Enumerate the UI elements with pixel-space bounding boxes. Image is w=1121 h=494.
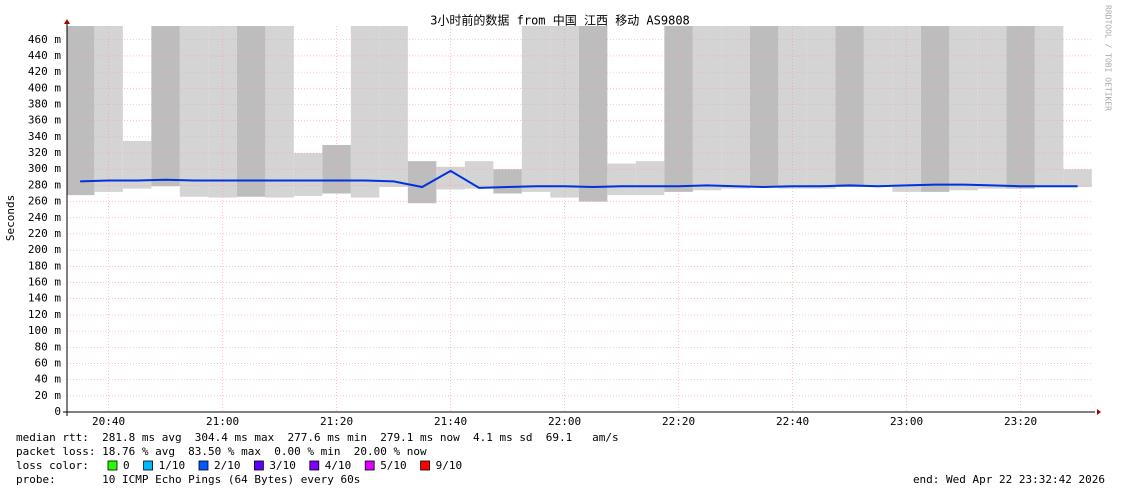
legend-swatch — [364, 460, 375, 471]
smoke-band — [749, 26, 779, 188]
median-line — [80, 169, 1078, 189]
y-tick-label: 400 m — [28, 81, 61, 94]
legend-swatch — [107, 460, 118, 471]
legend-label: 1/10 — [159, 459, 186, 472]
y-tick-label: 120 m — [28, 308, 61, 321]
smoke-band — [835, 26, 864, 188]
y-tick-label: 200 m — [28, 243, 61, 256]
y-axis-label: Seconds — [4, 195, 17, 241]
smoke-band — [293, 153, 323, 196]
y-tick-label: 20 m — [35, 389, 62, 402]
smoke-band — [236, 26, 266, 197]
smoke-band — [265, 26, 294, 198]
y-tick-label: 100 m — [28, 324, 61, 337]
y-tick-label: 360 m — [28, 114, 61, 127]
smoke-band — [578, 26, 608, 202]
y-tick-label: 40 m — [35, 373, 62, 386]
y-tick-label: 280 m — [28, 178, 61, 191]
y-tick-label: 240 m — [28, 211, 61, 224]
legend-swatch — [143, 460, 154, 471]
y-tick-label: 180 m — [28, 259, 61, 272]
legend-title: loss color: — [16, 459, 89, 472]
smoke-band — [350, 26, 380, 198]
x-tick-label: 21:00 — [206, 415, 239, 428]
smoke-band — [806, 26, 836, 189]
y-tick-label: 160 m — [28, 276, 61, 289]
smoke-band — [151, 26, 180, 187]
y-tick-label: 340 m — [28, 130, 61, 143]
legend-swatch — [253, 460, 264, 471]
y-tick-label: 320 m — [28, 146, 61, 159]
x-tick-label: 22:00 — [548, 415, 581, 428]
y-tick-label: 60 m — [35, 356, 62, 369]
x-axis-arrow — [1097, 409, 1101, 415]
smoke-band — [721, 26, 750, 189]
y-axis-arrow — [64, 19, 70, 24]
x-tick-label: 20:40 — [92, 415, 125, 428]
y-tick-label: 0 — [54, 405, 61, 418]
smoke-band — [436, 166, 465, 190]
smoke-band — [607, 163, 636, 196]
end-time: end: Wed Apr 22 23:32:42 2026 — [913, 473, 1105, 486]
legend-label: 5/10 — [380, 459, 407, 472]
legend-label: 0 — [123, 459, 130, 472]
y-tick-label: 220 m — [28, 227, 61, 240]
y-tick-label: 140 m — [28, 292, 61, 305]
x-tick-label: 22:40 — [776, 415, 809, 428]
x-tick-label: 21:20 — [320, 415, 353, 428]
smoke-band — [692, 26, 722, 191]
smoke-band — [550, 26, 579, 198]
y-tick-label: 300 m — [28, 162, 61, 175]
legend-swatch — [420, 460, 431, 471]
legend-label: 3/10 — [269, 459, 296, 472]
chart-title: 3小时前的数据 from 中国 江西 移动 AS9808 — [430, 13, 690, 28]
smoke-band — [493, 169, 522, 194]
legend-swatch — [198, 460, 209, 471]
smoke-band — [67, 26, 95, 196]
y-tick-label: 460 m — [28, 33, 61, 46]
smoke-band — [464, 161, 494, 189]
smoke-band — [208, 26, 237, 198]
plot-area: 0 20 m 40 m 60 m 80 m 100 m 120 m 140 m 160 m 180… — [28, 19, 1101, 472]
smoke-band — [863, 26, 893, 188]
y-tick-label: 380 m — [28, 97, 61, 110]
stats-line: packet loss: 18.76 % avg 83.50 % max 0.0… — [16, 445, 427, 458]
legend-label: 4/10 — [325, 459, 352, 472]
stats-line: median rtt: 281.8 ms avg 304.4 ms max 27… — [16, 431, 619, 444]
smoke-band — [379, 26, 408, 188]
y-tick-label: 80 m — [35, 340, 62, 353]
smoke-band — [977, 26, 1007, 189]
legend-label: 9/10 — [436, 459, 463, 472]
watermark: RRDTOOL / TOBI OETIKER — [1104, 5, 1113, 111]
smoke-band — [920, 26, 950, 192]
x-tick-label: 22:20 — [662, 415, 695, 428]
smoke-band — [635, 161, 665, 196]
x-tick-label: 21:40 — [434, 415, 467, 428]
x-tick-label: 23:00 — [890, 415, 923, 428]
smoke-band — [521, 26, 551, 192]
smoke-band — [949, 26, 978, 191]
smoke-band — [179, 26, 209, 197]
probe-line: probe: 10 ICMP Echo Pings (64 Bytes) eve… — [16, 473, 360, 486]
legend-label: 2/10 — [214, 459, 241, 472]
y-tick-label: 420 m — [28, 65, 61, 78]
y-tick-label: 260 m — [28, 195, 61, 208]
x-tick-label: 23:20 — [1004, 415, 1037, 428]
smoke-band — [1063, 169, 1092, 188]
smoke-band — [1034, 26, 1064, 188]
y-tick-label: 440 m — [28, 49, 61, 62]
legend-swatch — [309, 460, 320, 471]
